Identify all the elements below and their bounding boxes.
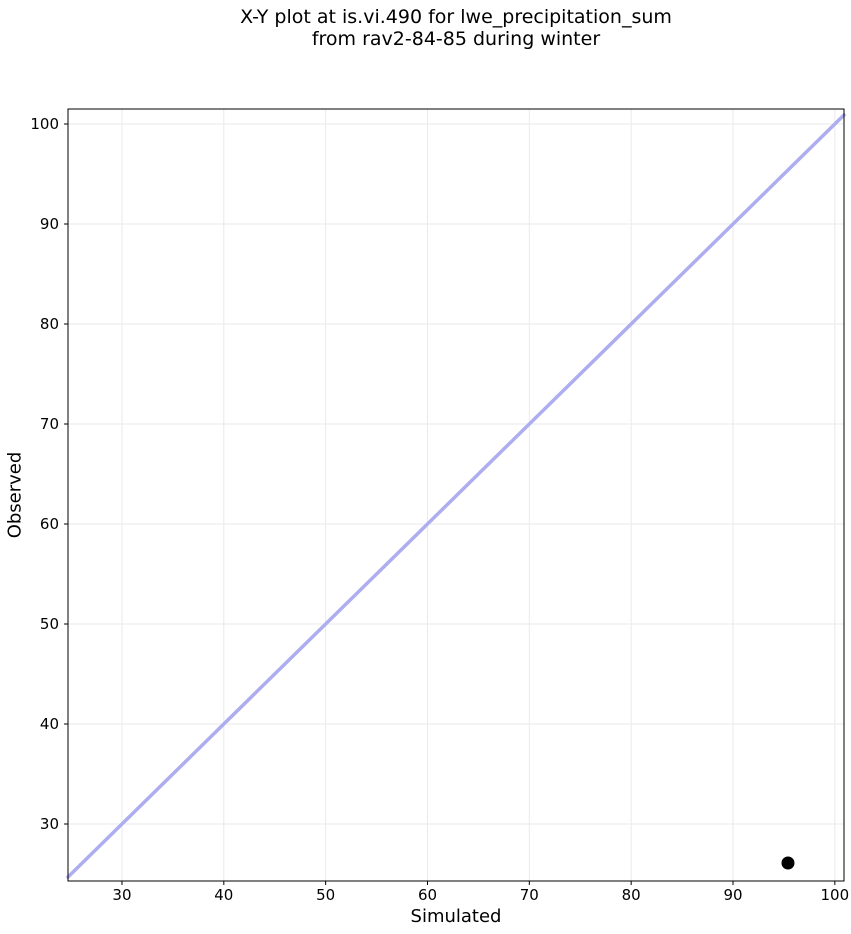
y-tick-label: 40 bbox=[40, 715, 59, 733]
x-tick-label: 80 bbox=[622, 886, 641, 904]
y-tick-label: 60 bbox=[40, 515, 59, 533]
y-tick-label: 100 bbox=[30, 115, 59, 133]
y-tick-label: 50 bbox=[40, 615, 59, 633]
y-tick-label: 90 bbox=[40, 215, 59, 233]
x-tick-label: 50 bbox=[316, 886, 335, 904]
axes-spines bbox=[67, 108, 845, 882]
x-axis-label: Simulated bbox=[410, 906, 502, 927]
x-tick-label: 60 bbox=[418, 886, 437, 904]
y-tick-label: 80 bbox=[40, 315, 59, 333]
identity-line bbox=[66, 113, 846, 879]
chart-title-line2: from rav2-84-85 during winter bbox=[311, 28, 601, 50]
chart-title-line1: X-Y plot at is.vi.490 for lwe_precipitat… bbox=[240, 6, 672, 28]
chart-title: X-Y plot at is.vi.490 for lwe_precipitat… bbox=[68, 6, 844, 50]
y-tick-label: 70 bbox=[40, 415, 59, 433]
x-tick-label: 70 bbox=[520, 886, 539, 904]
y-tick-label: 30 bbox=[40, 815, 59, 833]
x-tick-label: 40 bbox=[214, 886, 233, 904]
x-tick-label: 30 bbox=[112, 886, 131, 904]
x-tick-label: 90 bbox=[723, 886, 742, 904]
x-tick-label: 100 bbox=[821, 886, 850, 904]
data-point bbox=[781, 856, 795, 870]
